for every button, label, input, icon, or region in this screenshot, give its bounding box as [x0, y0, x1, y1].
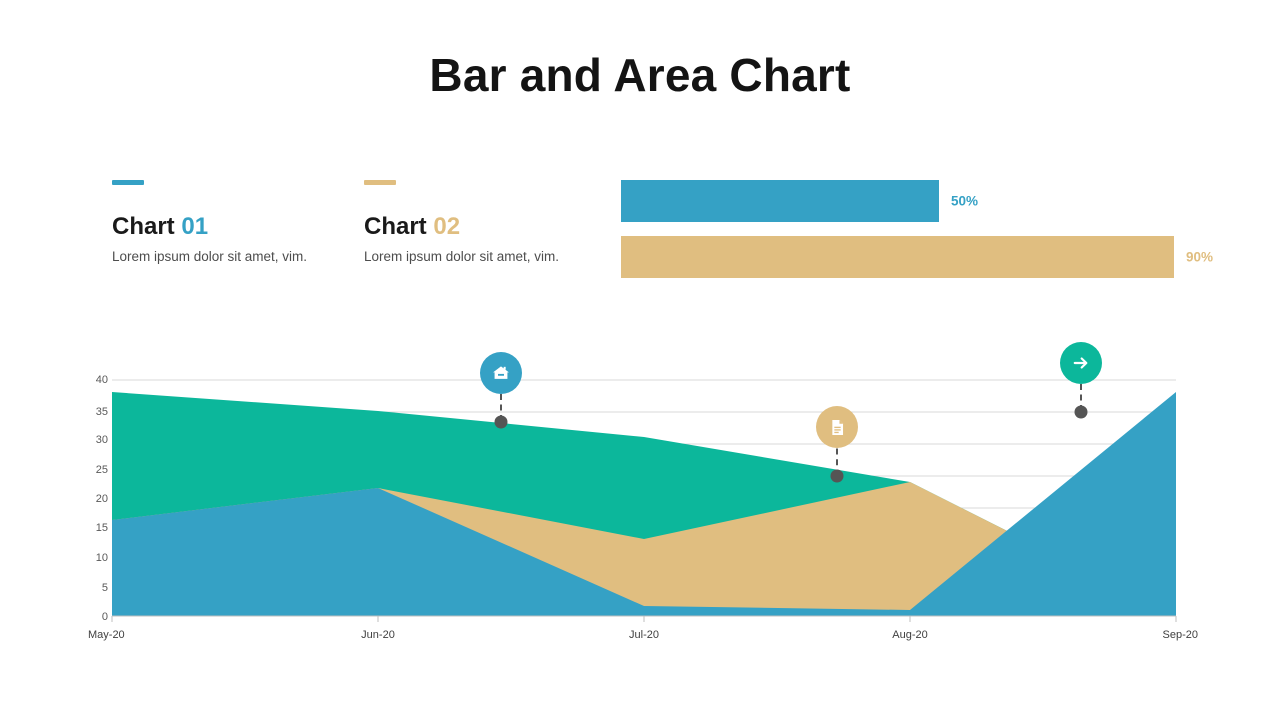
bar-label-50: 50%: [951, 193, 979, 209]
legend-rule-chart-01: [112, 180, 144, 185]
x-axis-ticks: [111, 616, 1177, 622]
legend-title-text-chart-02: Chart: [364, 213, 434, 240]
bar-row-50: 50%: [621, 180, 1261, 222]
y-tick-15: 15: [95, 522, 108, 534]
legend-title-text-chart-01: Chart: [112, 213, 182, 240]
y-tick-30: 30: [95, 434, 108, 446]
x-tick-jun-20: Jun-20: [361, 629, 395, 641]
x-tick-sep-20: Sep-20: [1162, 629, 1198, 641]
legend-rule-chart-02: [364, 180, 396, 185]
legend-desc-chart-02: Lorem ipsum dolor sit amet, vim.: [364, 249, 560, 264]
legend-title-num-chart-02: 02: [433, 213, 461, 240]
home-icon: [491, 363, 511, 383]
y-tick-25: 25: [95, 464, 108, 476]
annotation-circle-home[interactable]: [480, 352, 522, 394]
y-tick-0: 0: [101, 611, 108, 623]
y-tick-10: 10: [95, 552, 108, 564]
arrow-right-icon: [1071, 353, 1091, 373]
annotation-dot-document: [830, 469, 844, 483]
legend-card-chart-02: Chart 02 Lorem ipsum dolor sit amet, vim…: [364, 180, 559, 264]
bar-label-90: 90%: [1186, 249, 1214, 265]
annotation-dot-home: [494, 415, 508, 429]
annotation-stem-document: [836, 427, 838, 476]
y-tick-20: 20: [95, 493, 108, 505]
area-series-blue: [112, 392, 1176, 616]
legend-title-chart-01: Chart 01: [112, 213, 307, 241]
y-tick-40: 40: [95, 374, 108, 386]
area-chart-plot: [111, 379, 1177, 622]
annotation-dot-arrow-right: [1074, 405, 1088, 419]
annotation-circle-arrow-right[interactable]: [1060, 342, 1102, 384]
annotation-stem-arrow-right: [1080, 363, 1082, 411]
bar-fill-50: [621, 180, 939, 222]
x-tick-jul-20: Jul-20: [629, 629, 659, 641]
x-tick-may-20: May-20: [88, 629, 125, 641]
y-tick-5: 5: [101, 582, 108, 594]
legend-title-chart-02: Chart 02: [364, 213, 559, 241]
page-title: Bar and Area Chart: [429, 49, 851, 101]
y-tick-35: 35: [95, 406, 108, 418]
bar-fill-90: [621, 236, 1174, 278]
horizontal-bar-group: 50% 90%: [621, 180, 1261, 292]
bar-row-90: 90%: [621, 236, 1261, 278]
x-tick-aug-20: Aug-20: [892, 629, 928, 641]
legend-desc-chart-01: Lorem ipsum dolor sit amet, vim.: [112, 249, 308, 264]
annotation-stem-home: [500, 373, 502, 421]
legend-card-chart-01: Chart 01 Lorem ipsum dolor sit amet, vim…: [112, 180, 307, 264]
annotation-circle-document[interactable]: [816, 406, 858, 448]
document-icon: [828, 418, 847, 437]
legend-title-num-chart-01: 01: [181, 213, 209, 240]
area-chart: 40 35 30 25 20 15 10 5 0 May-20 Jun-20 J…: [0, 330, 1280, 650]
